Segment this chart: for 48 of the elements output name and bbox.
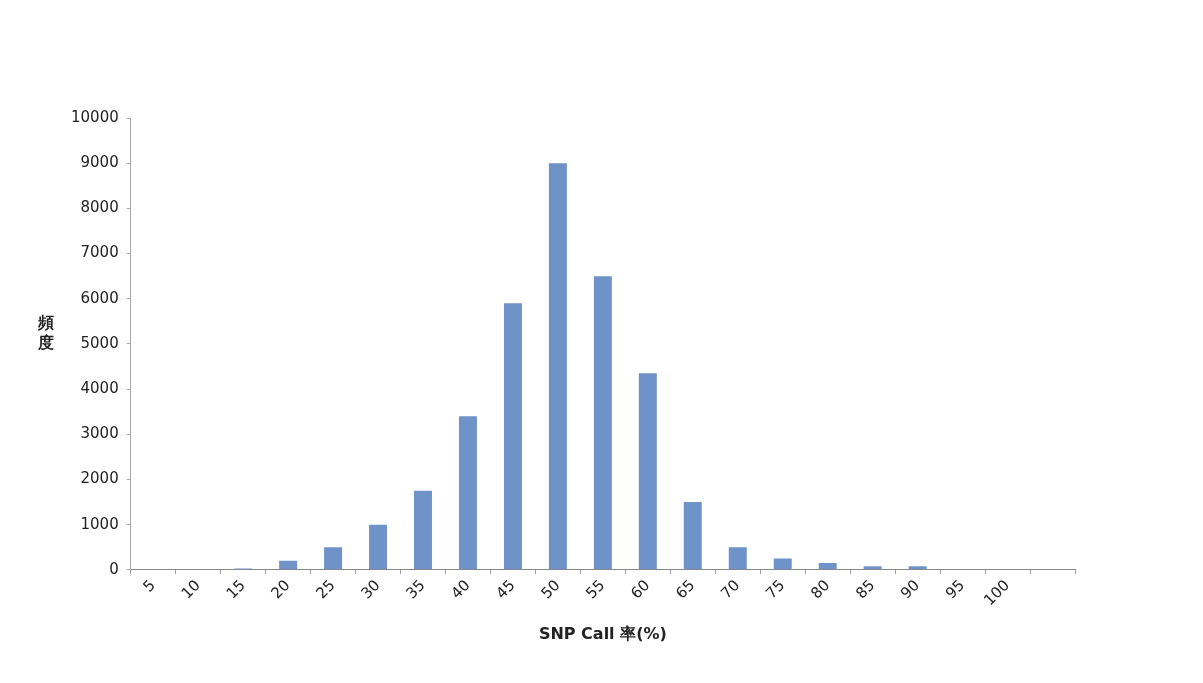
bar: [638, 373, 657, 570]
x-tick-label: 10: [177, 576, 204, 603]
x-tick-label: 20: [267, 576, 294, 603]
x-tick-label: 65: [672, 576, 699, 603]
y-tick-label: 10000: [71, 107, 119, 126]
bar: [773, 558, 792, 570]
x-tick-label: 95: [941, 576, 969, 603]
bar: [728, 547, 747, 570]
y-axis-title: 頻度: [38, 313, 54, 353]
x-tick-label: 55: [582, 576, 609, 603]
x-tick-label: 100: [980, 576, 1014, 610]
bar: [818, 563, 837, 570]
y-tick-label: 9000: [80, 153, 119, 172]
x-tick-label: 15: [222, 576, 249, 603]
x-tick-label: 5: [139, 576, 159, 596]
bar: [369, 524, 388, 570]
x-tick-label: 80: [807, 576, 834, 603]
bar: [503, 303, 522, 570]
y-tick-label: 1000: [80, 514, 119, 533]
bar: [458, 416, 477, 570]
x-tick-label: 70: [717, 576, 744, 603]
x-tick-label: 85: [852, 576, 879, 603]
x-tick-label: 25: [312, 576, 339, 603]
bar: [908, 566, 927, 570]
bar: [548, 163, 567, 570]
bar: [414, 490, 432, 570]
x-axis-title: SNP Call 率(%): [538, 623, 667, 643]
y-tick-label: 8000: [80, 198, 119, 217]
bar: [683, 502, 702, 570]
x-tick-label: 30: [357, 576, 384, 603]
y-tick-label: 0: [109, 559, 119, 578]
bar: [863, 566, 882, 570]
bar: [593, 276, 612, 570]
x-tick-label: 35: [402, 576, 429, 603]
y-tick-label: 7000: [80, 243, 119, 262]
y-tick-label: 5000: [80, 333, 119, 352]
x-tick-label: 45: [492, 576, 519, 603]
x-tick-label: 50: [537, 576, 564, 603]
y-tick-label: 2000: [80, 469, 119, 488]
bar: [279, 560, 298, 570]
y-tick-label: 3000: [80, 424, 119, 443]
bar: [324, 547, 343, 570]
x-tick-label: 90: [896, 576, 924, 603]
x-tick-label: 75: [762, 576, 789, 603]
y-tick-label: 6000: [80, 288, 119, 307]
x-tick-label: 40: [447, 576, 474, 603]
x-tick-label: 60: [627, 576, 654, 603]
y-tick-label: 4000: [80, 378, 119, 397]
